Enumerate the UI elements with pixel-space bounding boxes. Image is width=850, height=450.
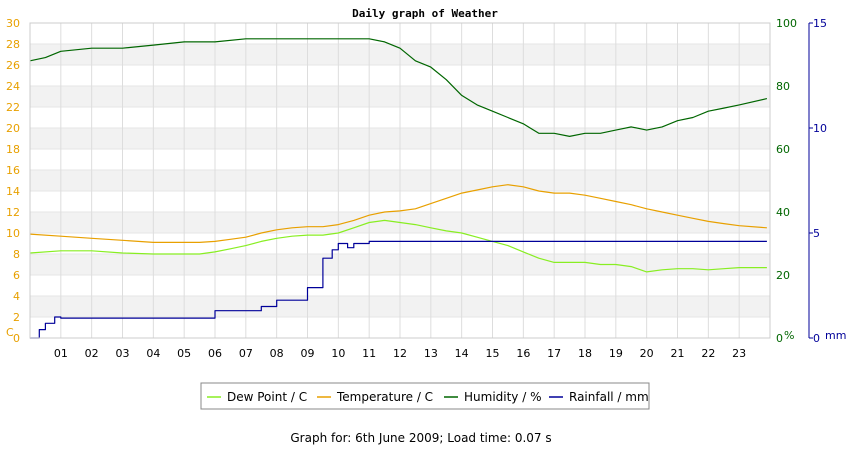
temperature-tick-label: 0 bbox=[13, 332, 20, 345]
legend-item-humidity[interactable]: Humidity / % bbox=[444, 390, 541, 404]
x-tick-label: 21 bbox=[671, 347, 685, 360]
legend-item-rainfall[interactable]: Rainfall / mm bbox=[549, 390, 649, 404]
temperature-tick-label: 18 bbox=[6, 143, 20, 156]
x-tick-label: 04 bbox=[146, 347, 160, 360]
x-tick-label: 02 bbox=[85, 347, 99, 360]
x-tick-label: 22 bbox=[701, 347, 715, 360]
x-tick-label: 13 bbox=[424, 347, 438, 360]
legend-label-temperature: Temperature / C bbox=[336, 390, 433, 404]
x-tick-label: 20 bbox=[640, 347, 654, 360]
humidity-axis-unit: % bbox=[784, 329, 794, 342]
x-tick-label: 16 bbox=[516, 347, 530, 360]
temperature-tick-label: 16 bbox=[6, 164, 20, 177]
rainfall-tick-label: 10 bbox=[813, 122, 827, 135]
legend-label-dew-point: Dew Point / C bbox=[227, 390, 307, 404]
temperature-tick-label: 8 bbox=[13, 248, 20, 261]
humidity-tick-label: 40 bbox=[776, 206, 790, 219]
humidity-tick-label: 80 bbox=[776, 80, 790, 93]
x-tick-label: 19 bbox=[609, 347, 623, 360]
x-tick-label: 07 bbox=[239, 347, 253, 360]
temperature-tick-label: 22 bbox=[6, 101, 20, 114]
rainfall-tick-label: 5 bbox=[813, 227, 820, 240]
axes-layer: 01 02 03 04 05 06 07 08 09 10 11 12 13 14 15 16 17 18 19 20… bbox=[6, 17, 827, 360]
series-line-rainfall bbox=[30, 240, 767, 339]
x-tick-label: 03 bbox=[116, 347, 130, 360]
x-tick-label: 12 bbox=[393, 347, 407, 360]
rainfall-tick-label: 15 bbox=[813, 17, 827, 30]
legend-label-humidity: Humidity / % bbox=[464, 390, 541, 404]
humidity-tick-label: 0 bbox=[776, 332, 783, 345]
temperature-tick-label: 10 bbox=[6, 227, 20, 240]
temperature-tick-label: 26 bbox=[6, 59, 20, 72]
humidity-tick-label: 60 bbox=[776, 143, 790, 156]
plot-frame bbox=[29, 22, 771, 339]
temperature-tick-label: 20 bbox=[6, 122, 20, 135]
temperature-tick-label: 6 bbox=[13, 269, 20, 282]
temperature-tick-label: 28 bbox=[6, 38, 20, 51]
legend-item-dew-point[interactable]: Dew Point / C bbox=[207, 390, 307, 404]
x-tick-label: 14 bbox=[455, 347, 469, 360]
legend: Dew Point / C Temperature / C Humidity /… bbox=[200, 382, 650, 410]
x-tick-label: 15 bbox=[486, 347, 500, 360]
x-tick-label: 11 bbox=[362, 347, 376, 360]
legend-label-rainfall: Rainfall / mm bbox=[569, 390, 649, 404]
temperature-tick-label: 14 bbox=[6, 185, 20, 198]
x-tick-label: 05 bbox=[177, 347, 191, 360]
rainfall-axis-unit: mm bbox=[825, 329, 846, 342]
humidity-tick-label: 100 bbox=[776, 17, 797, 30]
series-line-humidity bbox=[29, 38, 768, 137]
x-tick-label: 08 bbox=[270, 347, 284, 360]
x-tick-label: 10 bbox=[331, 347, 345, 360]
vertical-grid bbox=[60, 23, 740, 338]
chart-title: Daily graph of Weather bbox=[352, 7, 498, 20]
rainfall-tick-label: 0 bbox=[813, 332, 820, 345]
x-tick-label: 01 bbox=[54, 347, 68, 360]
temperature-tick-label: 30 bbox=[6, 17, 20, 30]
legend-item-temperature[interactable]: Temperature / C bbox=[317, 390, 433, 404]
series-line-dew-point bbox=[29, 219, 767, 273]
x-tick-label: 09 bbox=[301, 347, 315, 360]
humidity-tick-label: 20 bbox=[776, 269, 790, 282]
series-line-temperature bbox=[29, 184, 767, 243]
footer-text: Graph for: 6th June 2009; Load time: 0.0… bbox=[290, 431, 551, 445]
temperature-axis-unit: C bbox=[6, 326, 14, 339]
x-tick-label: 18 bbox=[578, 347, 592, 360]
temperature-tick-label: 12 bbox=[6, 206, 20, 219]
series-layer bbox=[29, 38, 768, 339]
x-tick-label: 06 bbox=[208, 347, 222, 360]
legend-box bbox=[200, 382, 650, 410]
x-tick-label: 23 bbox=[732, 347, 746, 360]
temperature-tick-label: 2 bbox=[13, 311, 20, 324]
temperature-tick-label: 4 bbox=[13, 290, 20, 303]
x-tick-label: 17 bbox=[547, 347, 561, 360]
temperature-tick-label: 24 bbox=[6, 80, 20, 93]
